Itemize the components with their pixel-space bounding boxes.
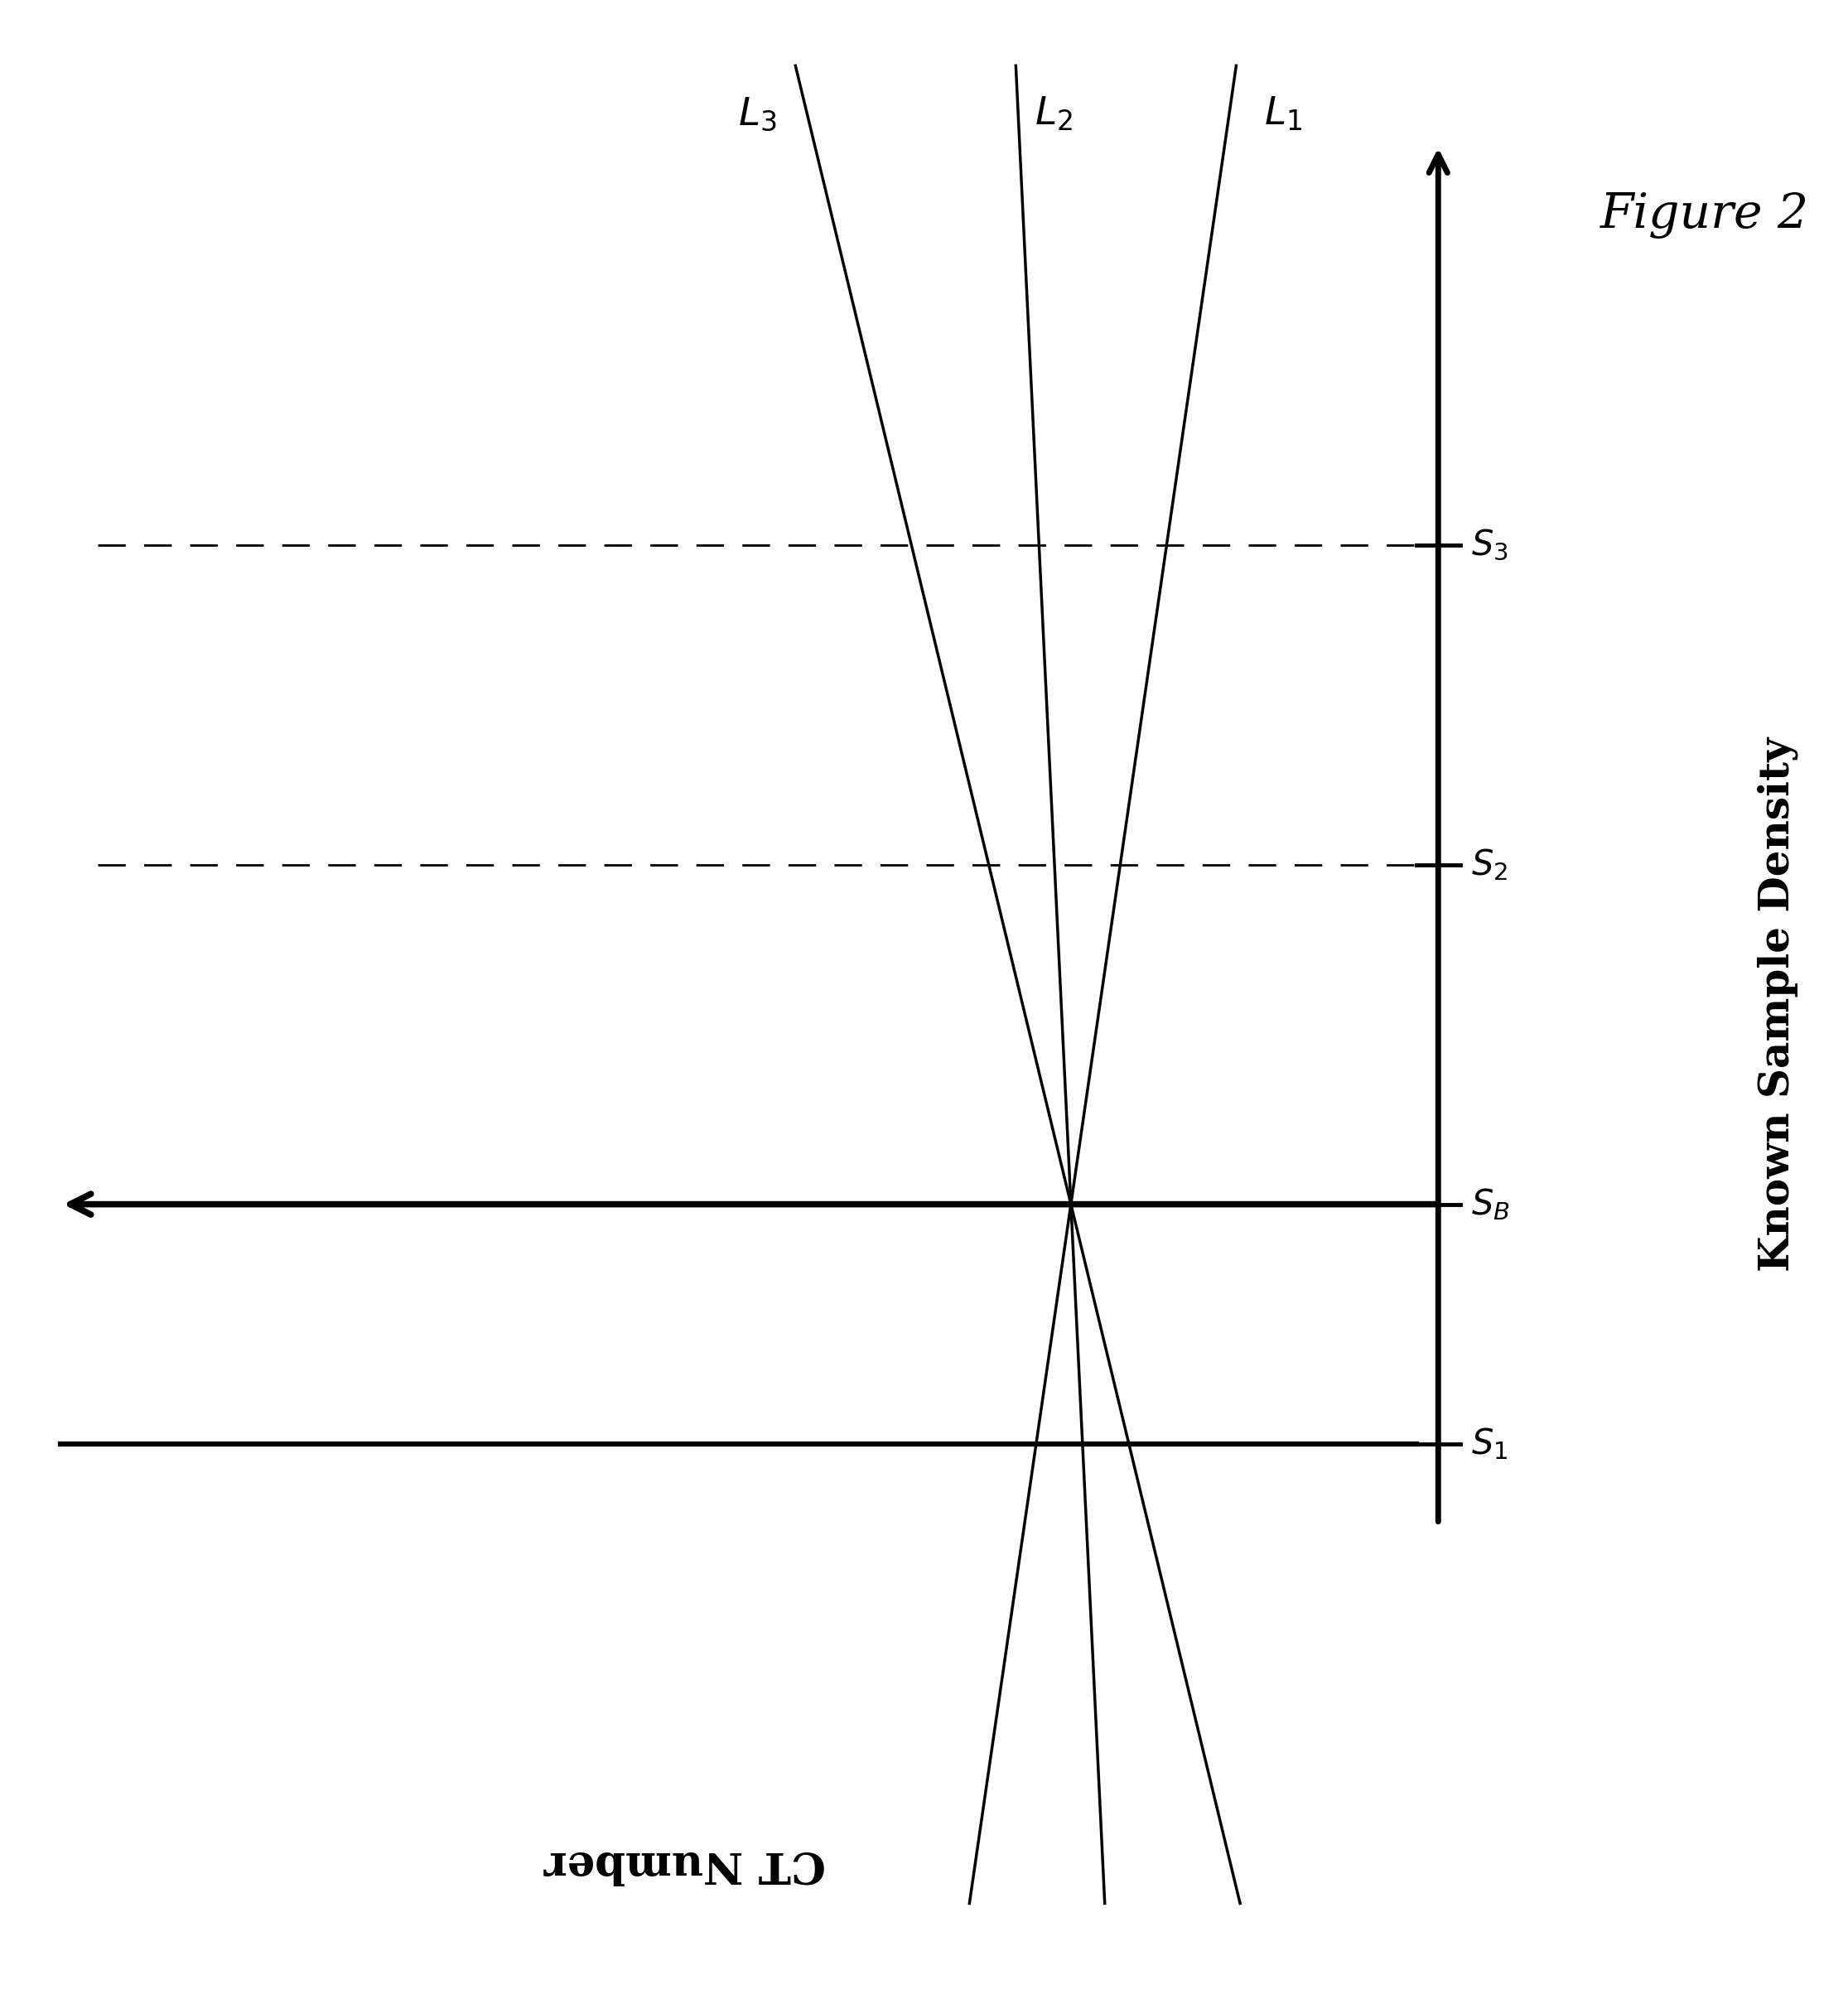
Text: $L_3$: $L_3$ xyxy=(739,96,776,133)
Text: $S_2$: $S_2$ xyxy=(1471,848,1508,882)
Text: $L_2$: $L_2$ xyxy=(1035,96,1072,133)
Text: $L_1$: $L_1$ xyxy=(1264,96,1303,133)
Text: $S_3$: $S_3$ xyxy=(1471,528,1508,563)
Text: Figure 2: Figure 2 xyxy=(1600,193,1809,239)
Text: $S_B$: $S_B$ xyxy=(1471,1187,1510,1221)
Text: Known Sample Density: Known Sample Density xyxy=(1757,737,1798,1272)
Text: CT Number: CT Number xyxy=(545,1842,826,1884)
Text: $S_1$: $S_1$ xyxy=(1471,1426,1508,1463)
